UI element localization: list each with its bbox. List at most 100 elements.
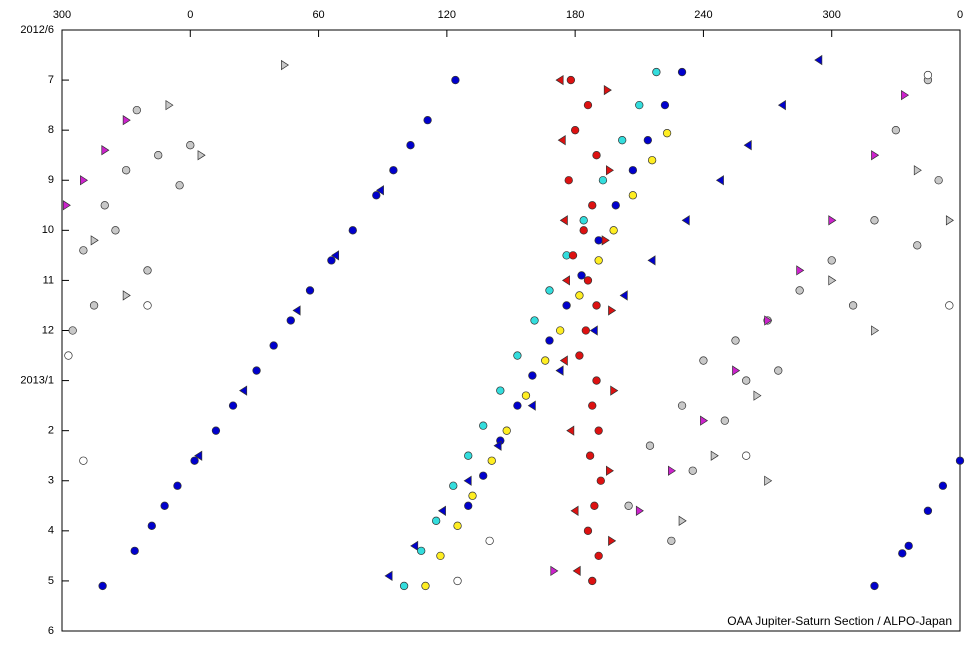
point <box>432 516 441 525</box>
point <box>228 401 238 410</box>
point <box>594 551 603 561</box>
point <box>331 250 340 261</box>
point <box>611 201 620 210</box>
point <box>493 440 502 451</box>
point <box>588 401 597 410</box>
point <box>608 305 617 316</box>
x-tick-label: 180 <box>566 9 584 21</box>
point <box>417 546 426 556</box>
point <box>731 336 740 345</box>
point <box>561 275 570 286</box>
point <box>606 165 614 176</box>
point <box>668 465 677 476</box>
point <box>572 565 581 577</box>
point <box>777 99 786 111</box>
point <box>80 175 89 186</box>
point <box>901 89 910 101</box>
y-tick-label: 11 <box>43 274 54 286</box>
point <box>828 275 837 286</box>
point <box>252 366 261 375</box>
x-tick-label: 300 <box>53 9 71 21</box>
x-tick-label: 60 <box>312 9 324 21</box>
point <box>652 67 661 77</box>
point <box>436 551 445 561</box>
point <box>562 301 571 310</box>
point <box>660 100 670 110</box>
point <box>732 365 741 376</box>
point <box>583 100 593 110</box>
x-tick-label: 120 <box>438 9 456 21</box>
point <box>197 150 206 161</box>
point <box>645 441 655 450</box>
point <box>592 376 601 385</box>
point <box>643 136 652 145</box>
point <box>575 351 584 360</box>
point <box>211 426 221 435</box>
point <box>609 226 618 235</box>
plot-frame <box>61 29 961 632</box>
point <box>575 291 584 300</box>
point <box>938 481 948 490</box>
point <box>923 506 933 515</box>
point <box>545 286 554 295</box>
point <box>555 365 564 376</box>
point <box>945 301 954 310</box>
point <box>606 465 614 476</box>
point <box>913 165 922 176</box>
point <box>710 450 719 461</box>
point <box>410 540 419 551</box>
point <box>635 505 644 516</box>
point <box>453 576 462 586</box>
point <box>559 215 568 226</box>
point <box>564 176 573 185</box>
point <box>305 286 315 295</box>
point <box>479 421 488 430</box>
point <box>608 535 617 546</box>
point <box>513 351 522 360</box>
point <box>143 301 152 310</box>
point <box>513 401 522 410</box>
point <box>624 501 633 510</box>
point <box>64 351 73 360</box>
point <box>742 376 751 385</box>
point <box>601 235 610 246</box>
point <box>619 290 628 301</box>
point <box>464 451 473 460</box>
point <box>545 336 554 345</box>
point <box>423 115 432 125</box>
point <box>594 426 603 435</box>
point <box>628 166 638 175</box>
point <box>463 475 472 486</box>
x-tick-label: 0 <box>187 9 193 21</box>
point <box>421 581 430 591</box>
point <box>871 325 880 336</box>
point <box>121 166 131 175</box>
point <box>594 256 603 265</box>
point <box>923 70 933 80</box>
point <box>550 565 559 577</box>
point <box>715 175 724 186</box>
point <box>160 501 169 510</box>
y-tick-label: 12 <box>42 324 54 336</box>
point <box>147 521 156 530</box>
point <box>90 235 99 246</box>
point <box>590 501 599 510</box>
x-tick-label: 240 <box>694 9 712 21</box>
point <box>132 105 141 115</box>
point <box>871 150 880 161</box>
point <box>190 456 199 465</box>
point <box>130 546 139 556</box>
y-tick-label: 5 <box>48 575 54 587</box>
point <box>603 84 612 96</box>
y-tick-label: 3 <box>48 475 54 487</box>
point <box>502 426 511 435</box>
point <box>904 541 913 551</box>
point <box>764 475 773 486</box>
point <box>796 265 805 276</box>
x-tick-label: 300 <box>823 9 841 21</box>
point <box>79 246 88 255</box>
point <box>570 126 580 135</box>
point <box>583 526 593 535</box>
point <box>68 326 77 335</box>
